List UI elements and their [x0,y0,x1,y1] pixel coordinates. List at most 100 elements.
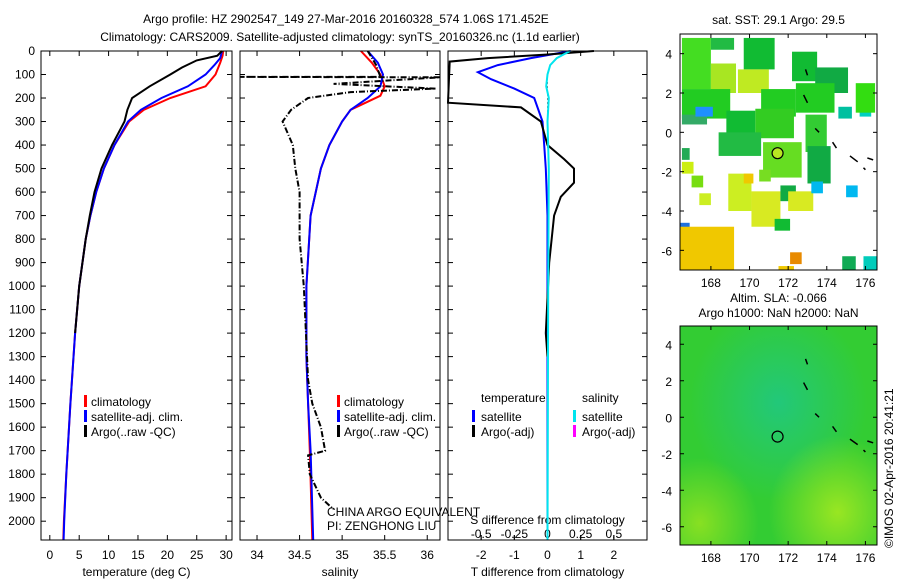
x-tick-label: 170 [740,276,760,290]
sst-patch [811,181,823,194]
x-axis-label: temperature (deg C) [82,565,190,579]
y-tick-label: -6 [661,521,672,535]
x-tick-label: 15 [131,548,145,562]
coastline [867,440,874,444]
y-tick-label: 800 [15,232,35,246]
sst-patch [681,148,690,160]
series-line-satellite-adj-clim- [305,50,385,541]
series-line-climatology [305,50,386,541]
y-tick-label: -2 [661,166,672,180]
sst-patch [778,266,794,270]
sst-patch [755,108,794,139]
x-tick-label: -2 [476,548,487,562]
sst-patch [805,114,827,152]
x-tick-label: 174 [817,551,837,565]
y-tick-label: 1200 [8,326,35,340]
x-tick-label: 1 [577,548,584,562]
credit-label: ©IMOS 02-Apr-2016 20:41:21 [882,388,896,548]
coastline [867,157,874,161]
y-tick-label: 1900 [8,491,35,505]
x-tick-label: 20 [161,548,175,562]
series-line-temperature-argo-adj- [446,50,594,357]
sst-patch [795,83,835,113]
y-tick-label: 1100 [9,303,35,317]
sst-patch [842,256,856,270]
legend-swatch [337,395,340,407]
y-tick-label: 4 [665,338,672,352]
coastline [831,141,838,149]
profile-panel-salinity: 34 34.5 35 35.5 36 salinity climatologysatelli… [239,50,441,579]
legend-header: temperature [481,391,546,405]
legend-swatch [84,425,87,437]
y-tick-label: 1800 [8,467,35,481]
y-tick-label: 200 [15,91,35,105]
plot-frame [239,50,441,541]
x-tick-label: 30 [219,548,233,562]
sst-patch [788,191,814,211]
map-panel-sst_map: sat. SST: 29.1 Argo: 29.5 168 170 172 174 176… [661,13,878,290]
sst-patch [774,218,791,231]
sst-patch [681,114,708,125]
y-tick-label: 0 [665,126,672,140]
legend-header: salinity [582,391,619,405]
y-tick-label: 300 [15,115,35,129]
x-tick-label: 5 [76,548,83,562]
y-tick-label: -4 [661,205,672,219]
x-axis-label: T difference from climatology [471,565,625,579]
x2-tick-label: 0.25 [569,527,593,541]
legend-label: satellite [582,410,623,424]
coastline [804,358,809,365]
coastline [802,94,809,104]
series-line-temperature-satellite [475,50,571,540]
sla-field-anomaly [680,326,877,545]
plot-frame [447,50,648,541]
coastline [814,127,820,133]
sst-patch [710,63,737,93]
sst-patch [699,193,711,206]
y-tick-label: 4 [665,48,672,62]
sst-patch [737,69,769,93]
legend-swatch [337,410,340,422]
series-line-salinity-satellite [545,50,571,541]
sst-patch [807,146,831,184]
x-axis-label: salinity [322,565,359,579]
legend-label: Argo(-adj) [582,425,635,439]
coastline [831,425,838,433]
y-tick-label: 1300 [8,350,35,364]
pi-label-1: CHINA ARGO EQUIVALENT [327,505,481,519]
title-line-1: Argo profile: HZ 2902547_149 27-Mar-2016… [143,12,549,26]
y-tick-label: -2 [661,448,672,462]
legend-label: Argo(-adj) [481,425,534,439]
sst-patch [790,252,802,265]
y-tick-label: 1600 [8,420,35,434]
x-tick-label: 36 [421,548,435,562]
x-tick-label: 168 [701,551,721,565]
x-tick-label: 176 [855,276,875,290]
sst-patch [695,106,713,117]
series-line-satellite-adj-clim- [62,50,223,541]
legend-label: satellite-adj. clim. [91,410,183,424]
x-tick-label: 172 [778,276,798,290]
y-tick-label: 400 [15,138,35,152]
y-tick-label: 900 [15,256,35,270]
profile-panel-temperature: 0 5 10 15 20 25 300100200300400500600700800900… [8,44,233,579]
y-tick-label: 1700 [8,444,35,458]
y-tick-label: 1500 [8,397,35,411]
sst-patch [718,132,762,156]
pi-label-2: PI: ZENGHONG LIU [327,519,436,533]
sst-patch [838,106,852,119]
legend-swatch [472,425,475,437]
x-tick-label: 168 [701,276,721,290]
series-line-argo-raw-qc- [239,50,441,511]
sst-patch [680,226,735,270]
sst-patch [863,256,877,270]
coastline [862,449,866,453]
y-tick-label: 2000 [8,514,35,528]
legend-label: satellite-adj. clim. [344,410,436,424]
argo-location-marker [771,147,784,160]
sst-patch [855,83,876,113]
legend-swatch [84,395,87,407]
